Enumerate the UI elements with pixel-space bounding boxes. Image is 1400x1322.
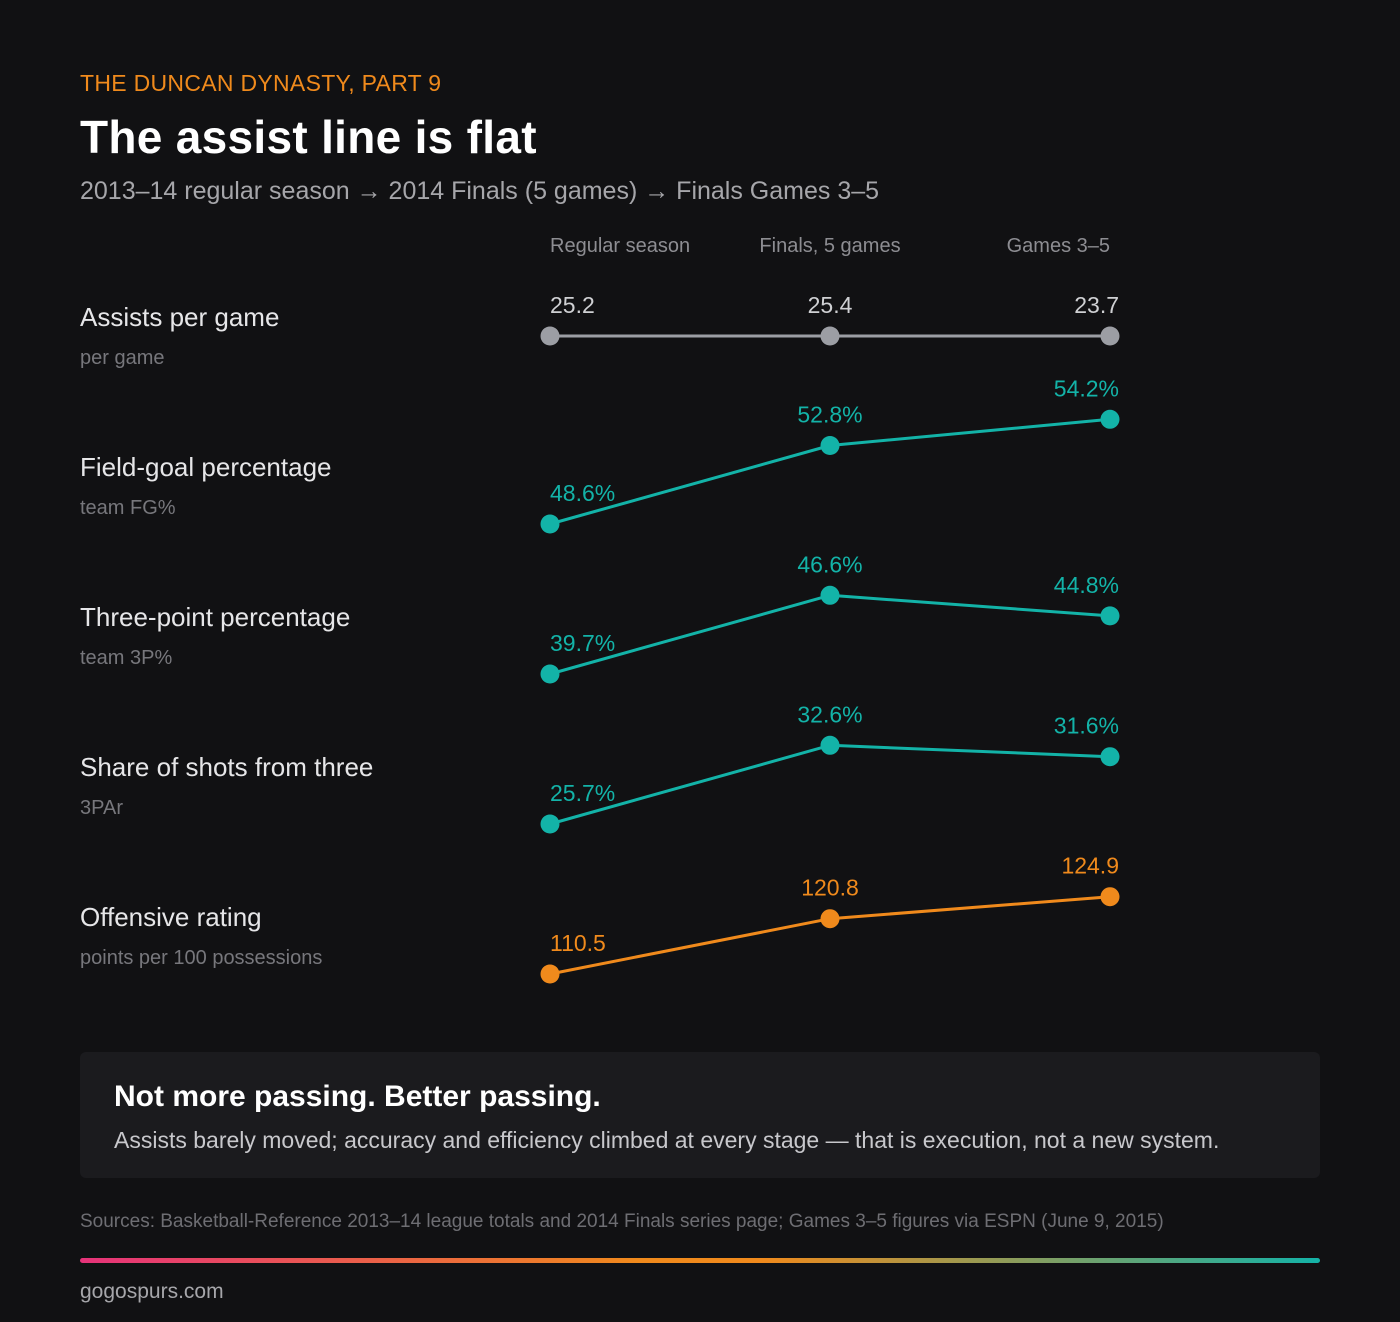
data-label: 120.8 xyxy=(801,875,859,901)
data-point xyxy=(540,964,560,984)
data-point xyxy=(820,436,840,455)
series-line xyxy=(549,743,1111,826)
row-label-fg-pct: Field-goal percentage team FG% xyxy=(80,452,332,520)
callout-box: Not more passing. Better passing. Assist… xyxy=(80,1052,1320,1178)
data-label: 25.7% xyxy=(550,780,615,806)
data-label: 25.2 xyxy=(550,292,595,318)
data-label: 23.7 xyxy=(1074,292,1119,318)
site-credit: gogospurs.com xyxy=(80,1280,224,1303)
data-label: 31.6% xyxy=(1054,713,1119,739)
sources-note: Sources: Basketball-Reference 2013–14 le… xyxy=(80,1211,1164,1232)
data-point xyxy=(820,585,840,605)
data-label: 32.6% xyxy=(797,701,862,727)
series-line xyxy=(549,417,1111,526)
column-header-finals: Finals, 5 games xyxy=(759,235,901,257)
row-label-off-rating: Offensive rating points per 100 possessi… xyxy=(80,902,322,970)
data-label: 54.2% xyxy=(1054,375,1119,401)
callout-body: Assists barely moved; accuracy and effic… xyxy=(114,1127,1220,1153)
data-label: 110.5 xyxy=(550,930,606,956)
row-label-assists: Assists per game per game xyxy=(80,302,279,370)
row-label-3par: Share of shots from three 3PAr xyxy=(80,752,373,820)
series-line xyxy=(549,593,1111,676)
column-header-games-3-5: Games 3–5 xyxy=(1006,235,1110,257)
data-label: 124.9 xyxy=(1061,853,1119,879)
row-unit: team 3P% xyxy=(80,647,173,669)
data-point xyxy=(820,735,840,755)
subtitle: 2013–14 regular season → 2014 Finals (5 … xyxy=(80,177,880,205)
row-name: Share of shots from three xyxy=(80,752,374,782)
data-point xyxy=(1100,747,1120,767)
data-point xyxy=(540,814,560,834)
data-point xyxy=(1100,606,1120,626)
row-name: Three-point percentage xyxy=(80,602,351,632)
data-point xyxy=(540,514,560,534)
data-label: 48.6% xyxy=(550,480,615,506)
data-point xyxy=(1100,409,1120,429)
data-label: 44.8% xyxy=(1054,572,1119,598)
row-name: Offensive rating xyxy=(80,902,262,932)
data-point xyxy=(820,909,840,929)
row-unit: 3PAr xyxy=(80,797,123,819)
data-label: 46.6% xyxy=(797,551,862,577)
data-point xyxy=(540,326,560,346)
data-label: 52.8% xyxy=(797,402,862,428)
series-line xyxy=(549,895,1111,976)
data-point xyxy=(540,664,560,684)
callout-heading: Not more passing. Better passing. xyxy=(114,1080,601,1113)
row-label-3p-pct: Three-point percentage team 3P% xyxy=(80,602,350,670)
data-point xyxy=(1100,326,1120,346)
row-name: Field-goal percentage xyxy=(80,452,332,482)
kicker: THE DUNCAN DYNASTY, PART 9 xyxy=(80,70,442,96)
row-name: Assists per game xyxy=(80,302,280,332)
page-title: The assist line is flat xyxy=(80,111,537,163)
row-unit: per game xyxy=(80,347,165,369)
data-label: 39.7% xyxy=(550,630,615,656)
column-header-regular-season: Regular season xyxy=(550,235,691,257)
data-point xyxy=(820,326,840,346)
data-label: 25.4 xyxy=(808,292,853,318)
data-point xyxy=(1100,887,1120,907)
row-unit: points per 100 possessions xyxy=(80,947,323,969)
row-unit: team FG% xyxy=(80,497,176,519)
gradient-divider xyxy=(80,1258,1320,1263)
